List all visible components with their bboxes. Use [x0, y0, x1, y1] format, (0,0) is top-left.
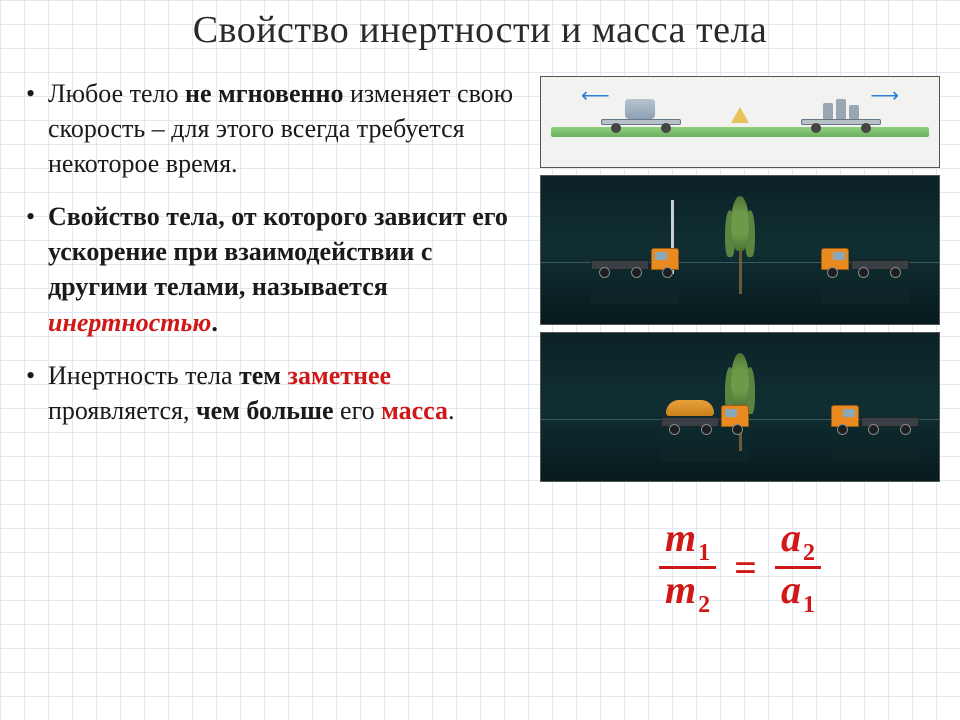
- text: Инертность тела: [48, 361, 239, 390]
- fraction-right: a2 a1: [775, 517, 821, 618]
- list-item: Свойство тела, от которого зависит его у…: [20, 199, 530, 339]
- truck-left: [591, 242, 679, 278]
- denominator: m2: [659, 569, 716, 618]
- text: его: [334, 396, 382, 425]
- equals-sign: =: [734, 544, 757, 591]
- weight-icon: [823, 103, 833, 119]
- wheel-icon: [900, 424, 911, 435]
- wheel-icon: [732, 424, 743, 435]
- bold-text: не мгновенно: [185, 79, 343, 108]
- cart-left: [601, 97, 681, 133]
- fraction-left: m1 m2: [659, 517, 716, 618]
- wheel-icon: [611, 123, 621, 133]
- subscript: 2: [698, 592, 710, 618]
- subscript: 2: [803, 540, 815, 566]
- denominator: a1: [775, 569, 821, 618]
- numerator: a2: [775, 517, 821, 566]
- red-bold-text: заметнее: [288, 361, 392, 390]
- wheel-icon: [858, 267, 869, 278]
- truck-left-loaded: [661, 399, 749, 435]
- list-item: Инертность тела тем заметнее проявляется…: [20, 358, 530, 428]
- two-column-layout: Любое тело не мгновенно изменяет свою ск…: [20, 76, 940, 618]
- wheel-icon: [837, 424, 848, 435]
- numerator: m1: [659, 517, 716, 566]
- slide-content: Свойство инертности и масса тела Любое т…: [0, 0, 960, 720]
- reflection: [591, 278, 679, 304]
- wheel-icon: [631, 267, 642, 278]
- page-title: Свойство инертности и масса тела: [20, 8, 940, 52]
- wheel-icon: [661, 123, 671, 133]
- bold-text: чем больше: [196, 396, 334, 425]
- text: Любое тело: [48, 79, 185, 108]
- center-marker-icon: [731, 107, 749, 123]
- wheel-icon: [811, 123, 821, 133]
- tree-icon: [731, 196, 749, 294]
- tree-foliage: [731, 196, 749, 251]
- truck-right: [821, 242, 909, 278]
- var-a: a: [781, 567, 801, 612]
- reflection: [821, 278, 909, 304]
- reflection: [661, 435, 749, 461]
- wheel-icon: [868, 424, 879, 435]
- red-italic-text: инертностью: [48, 308, 211, 337]
- wheel-icon: [669, 424, 680, 435]
- red-bold-text: масса: [381, 396, 448, 425]
- var-m: m: [665, 515, 696, 560]
- wheel-icon: [861, 123, 871, 133]
- small-weights: [823, 99, 859, 119]
- bold-text: тем: [239, 361, 288, 390]
- bold-text: Свойство тела, от которого зависит его у…: [48, 202, 508, 301]
- wheel-icon: [599, 267, 610, 278]
- wheel-icon: [890, 267, 901, 278]
- cylinder-weight: [625, 99, 655, 119]
- text: проявляется,: [48, 396, 196, 425]
- subscript: 1: [803, 592, 815, 618]
- weight-icon: [849, 105, 859, 119]
- subscript: 1: [698, 540, 710, 566]
- mass-acceleration-formula: m1 m2 = a2 a1: [540, 517, 940, 618]
- figure-column: ⟵ ⟶: [540, 76, 940, 618]
- wheel-icon: [701, 424, 712, 435]
- trucks-scene-unequal: [540, 332, 940, 482]
- cart-right: [801, 97, 881, 133]
- carts-diagram: ⟵ ⟶: [540, 76, 940, 168]
- text: .: [448, 396, 455, 425]
- weight-icon: [836, 99, 846, 119]
- reflection: [831, 435, 919, 461]
- trucks-scene-equal: [540, 175, 940, 325]
- bold-text: .: [211, 308, 218, 337]
- list-item: Любое тело не мгновенно изменяет свою ск…: [20, 76, 530, 181]
- wheel-icon: [662, 267, 673, 278]
- truck-right: [831, 399, 919, 435]
- bullet-list: Любое тело не мгновенно изменяет свою ск…: [20, 76, 530, 428]
- var-a: a: [781, 515, 801, 560]
- tree-trunk: [739, 251, 742, 294]
- text-column: Любое тело не мгновенно изменяет свою ск…: [20, 76, 530, 618]
- wheel-icon: [827, 267, 838, 278]
- var-m: m: [665, 567, 696, 612]
